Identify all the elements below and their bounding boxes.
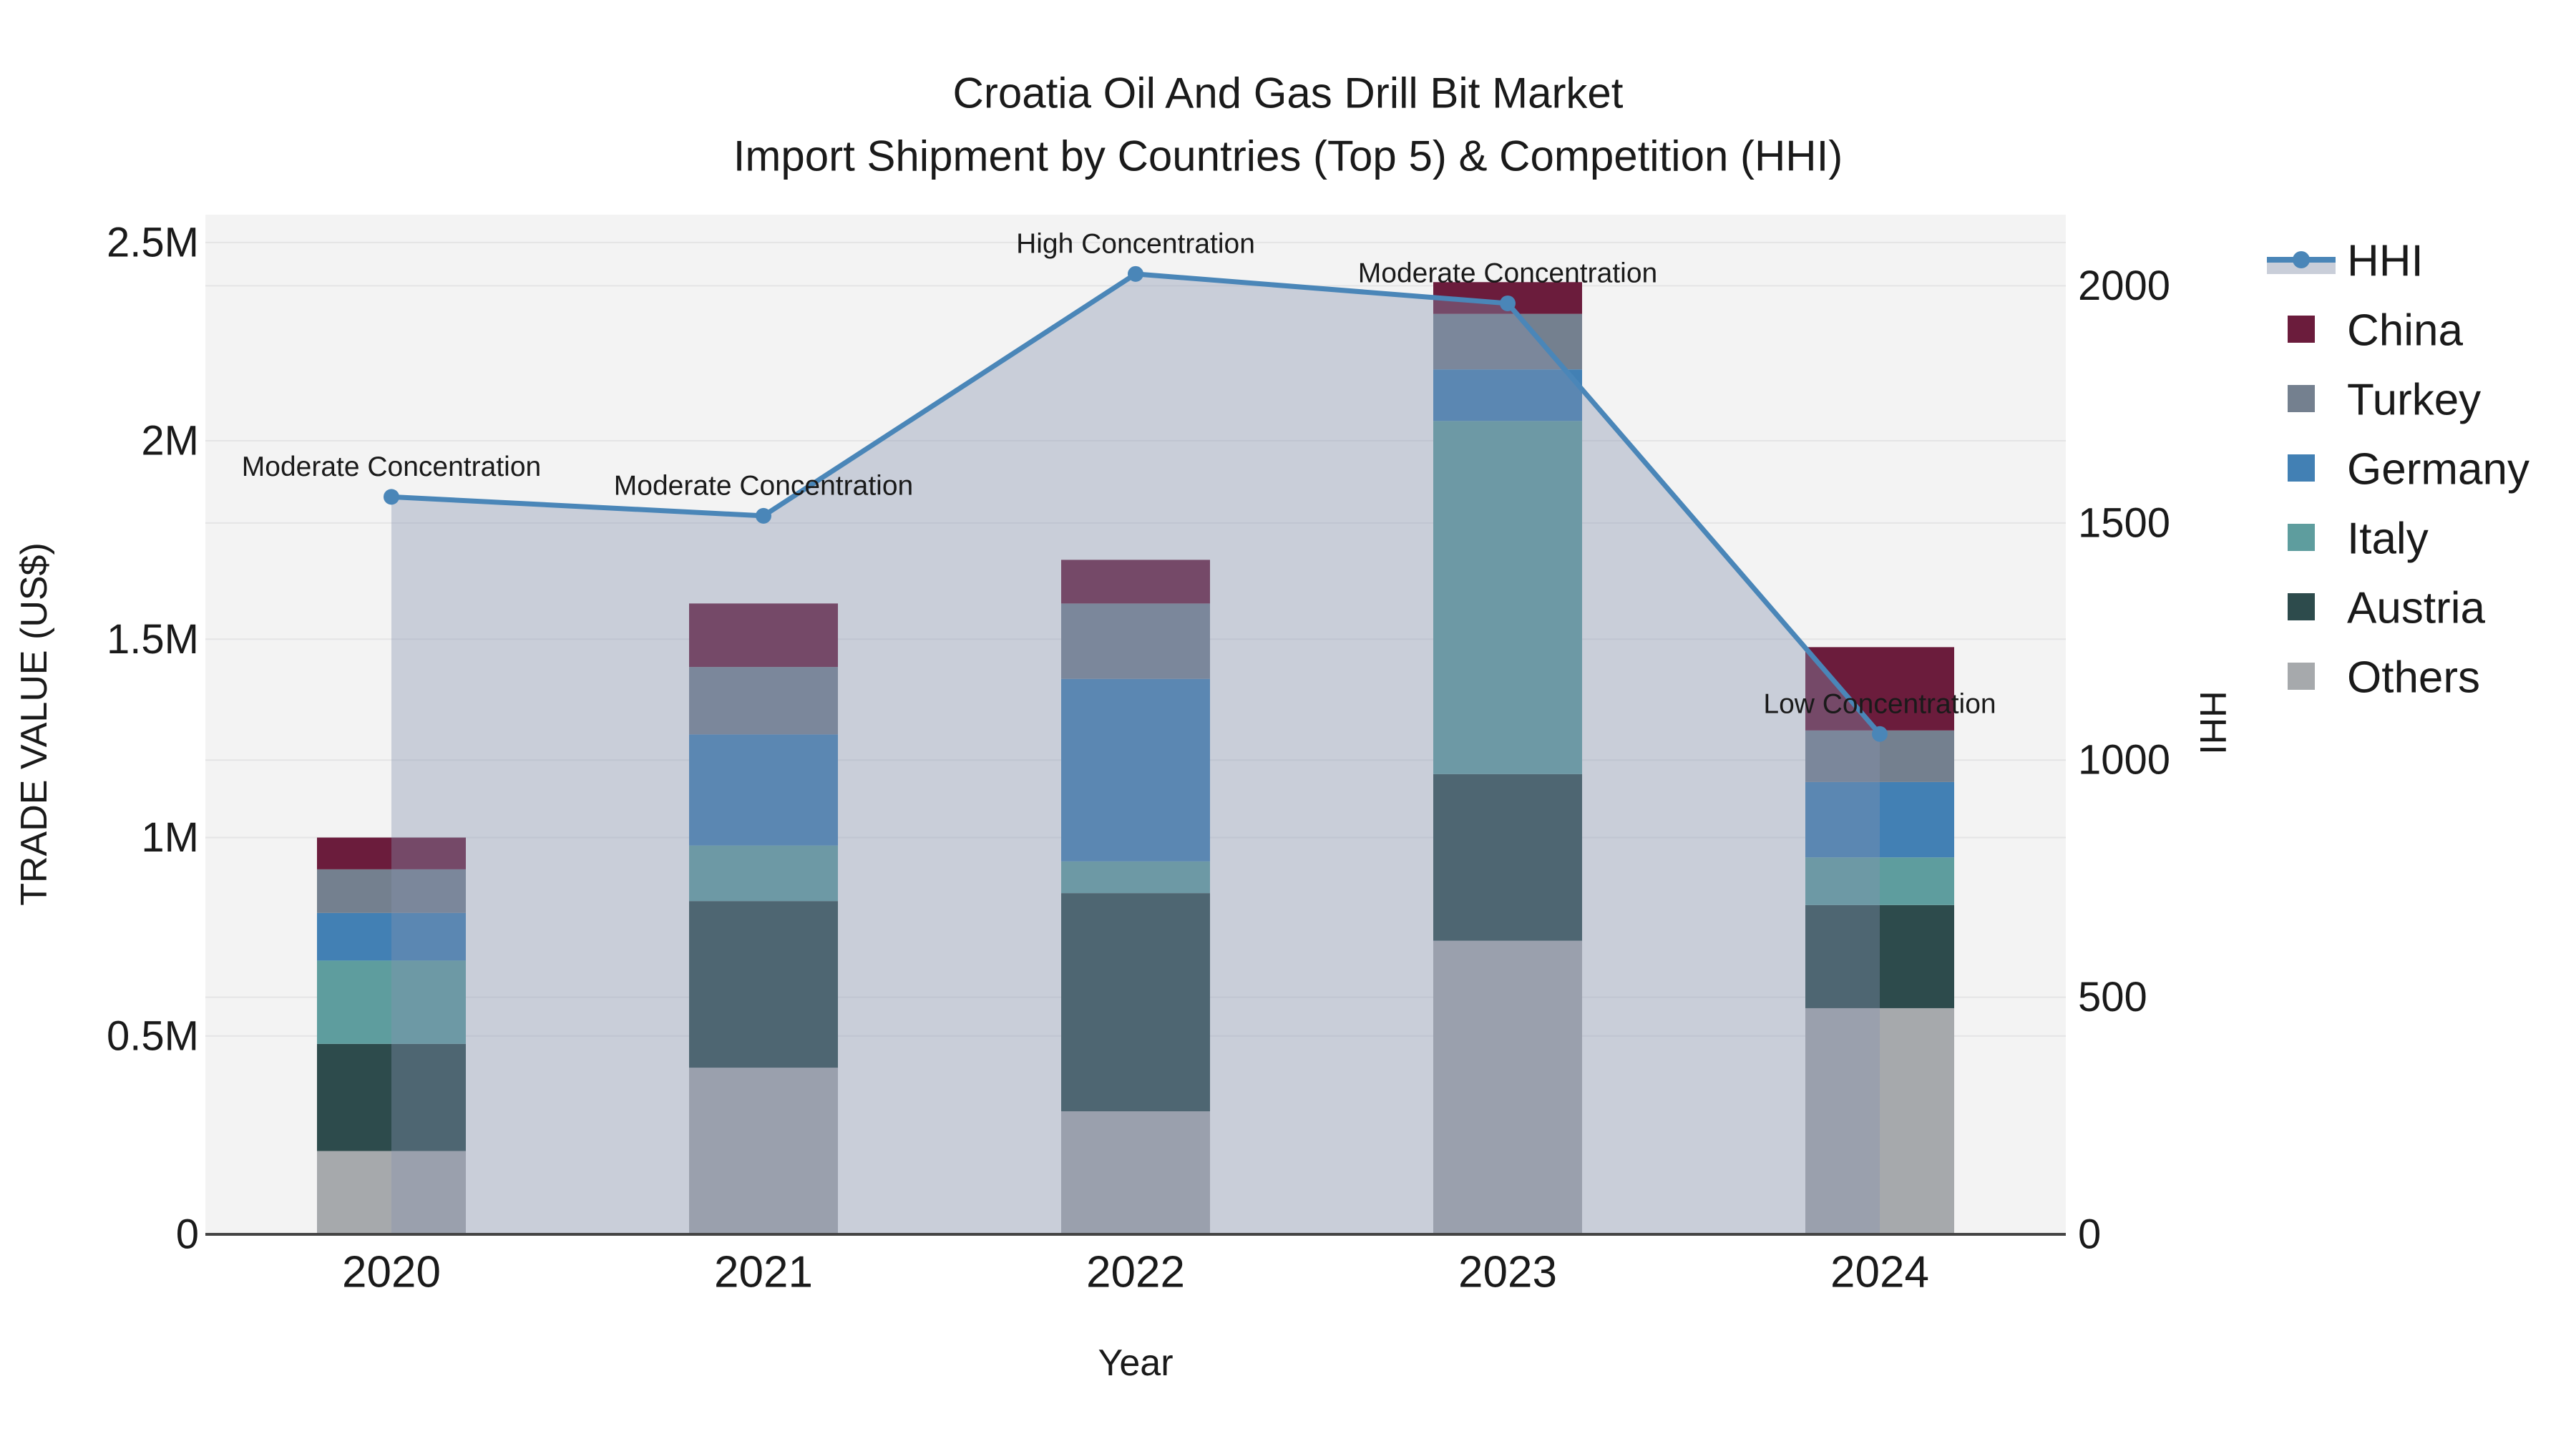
legend-swatch-germany (2288, 454, 2315, 482)
annotation-2021: Moderate Concentration (614, 470, 913, 501)
right-tick-0: 0 (2078, 1211, 2101, 1258)
bar-segment-germany-2022[interactable] (1061, 678, 1210, 862)
legend-swatch-china (2288, 316, 2315, 343)
bar-segment-austria-2024[interactable] (1805, 904, 1954, 1008)
left-tick-1.5M: 1.5M (107, 616, 199, 663)
right-tick-2000: 2000 (2078, 263, 2170, 309)
bar-segment-china-2022[interactable] (1061, 560, 1210, 604)
annotation-2022: High Concentration (1016, 228, 1255, 259)
bar-segment-turkey-2020[interactable] (317, 869, 466, 913)
hhi-marker-2022[interactable] (1128, 265, 1143, 282)
x-axis-ticks: 2020 2021 2022 2023 2024 (342, 1248, 1929, 1297)
bar-segment-italy-2023[interactable] (1433, 421, 1582, 774)
bar-segment-austria-2020[interactable] (317, 1043, 466, 1151)
hhi-area-fill (391, 273, 1880, 1234)
bar-segment-others-2020[interactable] (317, 1151, 466, 1234)
legend-label-germany: Germany (2347, 445, 2529, 494)
hhi-marker-2023[interactable] (1500, 295, 1516, 311)
left-tick-0: 0 (176, 1211, 199, 1258)
legend-label-austria: Austria (2347, 584, 2485, 633)
legend-label-italy: Italy (2347, 514, 2429, 564)
left-tick-1M: 1M (141, 814, 199, 861)
right-axis-ticks: 0 500 1000 1500 2000 (2078, 263, 2170, 1258)
right-tick-1500: 1500 (2078, 499, 2170, 546)
legend-item-germany[interactable]: Germany (2288, 445, 2529, 494)
bar-segment-others-2022[interactable] (1061, 1111, 1210, 1234)
bar-segment-others-2021[interactable] (689, 1068, 838, 1234)
legend-swatch-others (2288, 663, 2315, 690)
x-axis-title: Year (1098, 1342, 1173, 1384)
bar-segment-turkey-2021[interactable] (689, 667, 838, 735)
bar-segment-turkey-2022[interactable] (1061, 603, 1210, 679)
legend-label-others: Others (2347, 653, 2480, 703)
legend-swatch-austria (2288, 593, 2315, 620)
hhi-marker-2024[interactable] (1872, 726, 1888, 742)
hhi-markers (384, 265, 1888, 742)
right-tick-500: 500 (2078, 974, 2147, 1020)
hhi-marker-2021[interactable] (756, 507, 771, 524)
chart-title-line2: Import Shipment by Countries (Top 5) & C… (733, 132, 1843, 180)
legend-swatch-italy (2288, 524, 2315, 551)
legend: HHI China Turkey Germany Italy Austria Others (2267, 237, 2529, 703)
bar-segment-italy-2022[interactable] (1061, 861, 1210, 894)
legend-item-others[interactable]: Others (2288, 653, 2480, 703)
left-tick-2M: 2M (141, 418, 199, 464)
bar-segment-italy-2021[interactable] (689, 845, 838, 902)
bar-segment-germany-2023[interactable] (1433, 369, 1582, 421)
bar-segment-others-2024[interactable] (1805, 1008, 1954, 1234)
bar-segment-austria-2021[interactable] (689, 901, 838, 1068)
bar-segment-austria-2023[interactable] (1433, 774, 1582, 941)
bar-segment-china-2020[interactable] (317, 837, 466, 869)
bar-segment-china-2024[interactable] (1805, 647, 1954, 731)
annotation-2023: Moderate Concentration (1358, 258, 1657, 288)
bar-segment-germany-2024[interactable] (1805, 781, 1954, 858)
annotation-2024: Low Concentration (1763, 688, 1996, 719)
x-tick-2023: 2023 (1458, 1248, 1557, 1297)
legend-item-austria[interactable]: Austria (2288, 584, 2485, 633)
legend-item-turkey[interactable]: Turkey (2288, 376, 2481, 425)
y-axis-title-left: TRADE VALUE (US$) (14, 542, 55, 906)
bar-segment-germany-2021[interactable] (689, 734, 838, 846)
y-axis-title-right: HHI (2192, 691, 2233, 755)
legend-label-hhi: HHI (2347, 237, 2424, 286)
annotation-2020: Moderate Concentration (242, 452, 541, 482)
annotations: Moderate Concentration Moderate Concentra… (242, 228, 1996, 719)
hhi-marker-2020[interactable] (384, 489, 399, 505)
legend-item-china[interactable]: China (2288, 306, 2464, 356)
bar-segment-others-2023[interactable] (1433, 940, 1582, 1234)
hhi-legend-marker-icon (2293, 251, 2310, 268)
legend-item-italy[interactable]: Italy (2288, 514, 2429, 564)
x-tick-2020: 2020 (342, 1248, 441, 1297)
x-tick-2024: 2024 (1830, 1248, 1929, 1297)
legend-label-turkey: Turkey (2347, 376, 2481, 425)
x-tick-2021: 2021 (714, 1248, 813, 1297)
bar-segment-austria-2022[interactable] (1061, 893, 1210, 1112)
right-tick-1000: 1000 (2078, 737, 2170, 784)
legend-label-china: China (2347, 306, 2464, 356)
legend-swatch-turkey (2288, 385, 2315, 412)
left-tick-2.5M: 2.5M (107, 219, 199, 265)
bar-segment-italy-2020[interactable] (317, 960, 466, 1044)
legend-item-hhi[interactable]: HHI (2267, 237, 2424, 286)
bar-segment-italy-2024[interactable] (1805, 857, 1954, 905)
x-tick-2022: 2022 (1086, 1248, 1185, 1297)
bar-segment-germany-2020[interactable] (317, 912, 466, 961)
bar-segment-china-2021[interactable] (689, 603, 838, 668)
bars (317, 282, 1954, 1234)
left-tick-0.5M: 0.5M (107, 1013, 199, 1059)
chart-title-line1: Croatia Oil And Gas Drill Bit Market (953, 69, 1624, 117)
left-axis-ticks: 0 0.5M 1M 1.5M 2M 2.5M (107, 219, 199, 1257)
